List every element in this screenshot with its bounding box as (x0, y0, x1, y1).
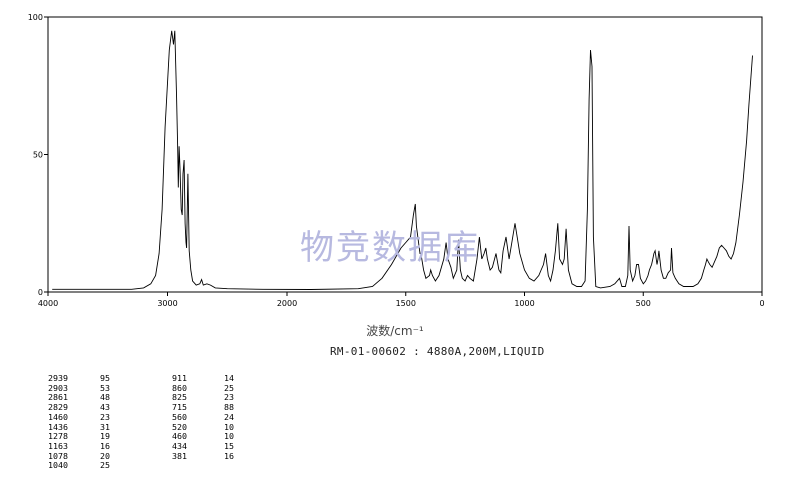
peak-row: 1078 20 (48, 450, 130, 462)
peak-row: 2829 43 (48, 402, 130, 413)
peak-row: 520 10 (172, 421, 254, 433)
peak-intensity: 16 (100, 440, 110, 451)
peak-row: 1163 16 (48, 440, 130, 452)
peak-row: 381 16 (172, 450, 254, 462)
peak-intensity: 43 (100, 402, 110, 413)
peak-row: 434 15 (172, 440, 254, 452)
peak-wavenumber: 2903 (48, 382, 68, 393)
peak-wavenumber: 560 (172, 411, 187, 422)
peak-row: 825 23 (172, 393, 254, 403)
peak-row: 2861 48 (48, 393, 130, 403)
peak-intensity: 23 (100, 411, 110, 422)
peak-intensity: 53 (100, 382, 110, 393)
peak-wavenumber: 1460 (48, 411, 68, 422)
y-axis-ticks: 0 50 100 (28, 13, 48, 297)
peak-intensity: 48 (100, 392, 110, 403)
peak-row: 860 25 (172, 382, 254, 394)
x-tick-label: 1000 (514, 299, 534, 308)
spectrum-line (52, 30, 753, 290)
peak-intensity: 20 (100, 450, 110, 461)
peak-intensity: 24 (224, 411, 234, 422)
peak-wavenumber: 1278 (48, 431, 68, 442)
x-tick-label: 500 (636, 299, 651, 308)
peak-intensity: 19 (100, 431, 110, 442)
x-tick-label: 3000 (157, 299, 177, 308)
peak-wavenumber: 2939 (48, 373, 68, 383)
peak-wavenumber: 1040 (48, 460, 68, 471)
peak-table-left: 2939 95 2903 53 2861 48 2829 43 1460 23 1436 31 1278… (48, 373, 130, 471)
peak-wavenumber: 1436 (48, 421, 68, 432)
peak-row: 1436 31 (48, 421, 130, 433)
peak-wavenumber: 520 (172, 421, 187, 432)
peak-row: 460 10 (172, 432, 254, 442)
y-tick-label: 100 (28, 13, 43, 22)
peak-row: 911 14 (172, 373, 254, 384)
peak-intensity: 10 (224, 421, 234, 432)
peak-wavenumber: 860 (172, 382, 187, 393)
x-tick-label: 4000 (38, 299, 58, 308)
peak-intensity: 31 (100, 421, 110, 432)
y-tick-label: 0 (38, 288, 43, 297)
peak-wavenumber: 825 (172, 392, 187, 403)
x-axis-label: 波数/cm⁻¹ (366, 324, 424, 338)
peak-row: 1040 25 (48, 461, 130, 471)
x-axis-ticks: 4000 3000 2000 1500 1000 500 0 (38, 292, 765, 308)
x-tick-label: 2000 (277, 299, 297, 308)
sample-info-label: RM-01-00602 : 4880A,200M,LIQUID (330, 345, 545, 358)
watermark-text: 物竞数据库 (300, 228, 480, 268)
peak-row: 1460 23 (48, 411, 130, 423)
x-tick-label: 1500 (396, 299, 416, 308)
peak-row: 2903 53 (48, 382, 130, 394)
peak-intensity: 25 (224, 382, 234, 393)
peak-intensity: 10 (224, 431, 234, 442)
peak-intensity: 14 (224, 373, 234, 383)
peak-intensity: 23 (224, 392, 234, 403)
peak-row: 1278 19 (48, 432, 130, 442)
peak-intensity: 88 (224, 402, 234, 413)
peak-wavenumber: 434 (172, 440, 187, 451)
peak-wavenumber: 460 (172, 431, 187, 442)
peak-table-right: 911 14 860 25 825 23 715 88 560 24 520 10 460 10 434 15… (172, 373, 254, 462)
y-tick-label: 50 (33, 151, 43, 160)
peak-wavenumber: 715 (172, 402, 187, 413)
peak-intensity: 95 (100, 373, 110, 383)
peak-wavenumber: 1163 (48, 440, 68, 451)
peak-wavenumber: 2861 (48, 392, 68, 403)
peak-row: 715 88 (172, 402, 254, 413)
peak-row: 560 24 (172, 411, 254, 423)
peak-wavenumber: 1078 (48, 450, 68, 461)
peak-intensity: 16 (224, 450, 234, 461)
peak-wavenumber: 2829 (48, 402, 68, 413)
peak-row: 2939 95 (48, 373, 130, 384)
peak-intensity: 15 (224, 440, 234, 451)
peak-wavenumber: 381 (172, 450, 187, 461)
x-tick-label: 0 (759, 299, 764, 308)
peak-intensity: 25 (100, 460, 110, 471)
spectrum-chart: 4000 3000 2000 1500 1000 500 0 0 50 100 (28, 13, 765, 308)
peak-wavenumber: 911 (172, 373, 187, 383)
